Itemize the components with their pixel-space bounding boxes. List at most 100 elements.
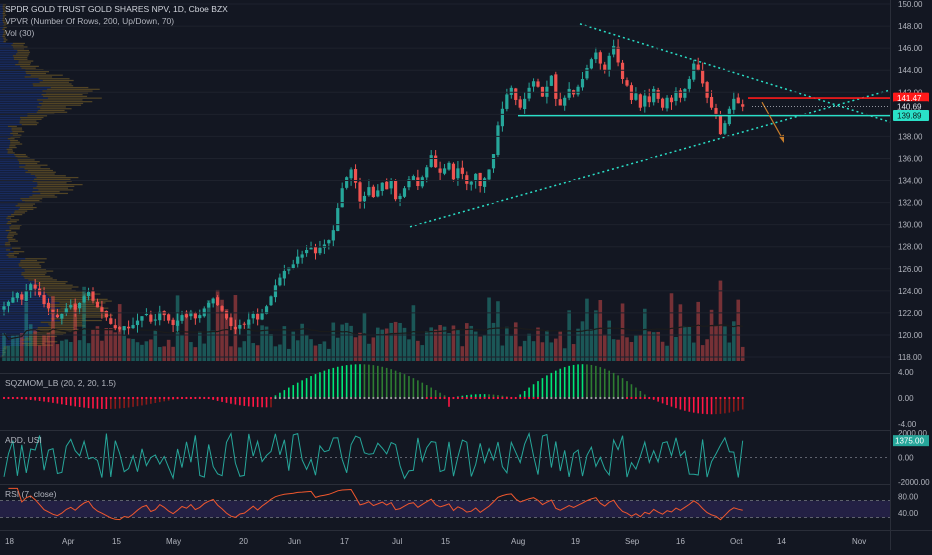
vpvr-row-up — [0, 35, 3, 37]
candle-body — [202, 308, 206, 317]
vpvr-row-down — [28, 279, 57, 281]
volume-bar — [171, 346, 175, 361]
vpvr-row-up — [0, 263, 19, 265]
candle-body — [518, 99, 522, 108]
sqzmom-dot — [443, 396, 446, 400]
volume-bar — [189, 342, 193, 361]
candle-body — [167, 314, 171, 321]
sqzmom-dot — [203, 396, 206, 400]
vpvr-row-down — [25, 71, 50, 73]
vpvr-row-up — [0, 37, 4, 39]
sqzmom-dot — [398, 396, 402, 400]
volume-bar — [438, 325, 442, 361]
volume-bar — [340, 324, 344, 361]
vpvr-row-down — [3, 346, 8, 348]
candle-body — [607, 55, 611, 71]
vpvr-row-up — [0, 265, 19, 267]
vpvr-row-up — [0, 168, 25, 170]
candle-body — [371, 186, 375, 198]
vpvr-row-up — [0, 95, 44, 97]
vpvr-row-down — [25, 164, 48, 166]
candle-body — [171, 319, 175, 326]
vpvr-row-up — [0, 21, 3, 23]
vpvr-row-up — [0, 314, 59, 316]
candle-body — [29, 284, 33, 291]
vpvr-row-down — [36, 111, 68, 113]
sqzmom-dot — [332, 396, 335, 400]
sqzmom-dot — [91, 396, 95, 400]
sqzmom-dot — [688, 396, 691, 400]
sqzmom-dot — [189, 396, 192, 400]
sqzmom-dot — [225, 396, 228, 400]
vpvr-row-down — [2, 35, 6, 37]
vpvr-row-up — [0, 152, 8, 154]
sqzmom-dot — [483, 396, 486, 400]
volume-bar — [73, 303, 77, 361]
volume-bar — [60, 340, 64, 361]
vpvr-row-up — [0, 138, 8, 140]
candle-body — [727, 108, 731, 125]
sqzmom-dot — [376, 396, 379, 400]
candle-body — [705, 82, 709, 98]
volume-legend[interactable]: Vol (30) — [5, 28, 34, 38]
sqzmom-dot — [394, 396, 397, 400]
sqzmom-dot — [194, 396, 197, 400]
vpvr-row-down — [5, 242, 10, 244]
add-legend[interactable]: ADD, USI — [5, 435, 42, 445]
vpvr-legend[interactable]: VPVR (Number Of Rows, 200, Up/Down, 70) — [5, 16, 174, 26]
sqzmom-dot — [305, 396, 308, 400]
candle-body — [100, 307, 104, 312]
vpvr-row-up — [0, 231, 10, 233]
volume-bar — [580, 321, 585, 361]
candle-body — [175, 320, 180, 326]
candle-body — [78, 302, 82, 309]
candle-body — [465, 175, 469, 184]
volume-bar — [180, 334, 184, 361]
chart-title[interactable]: SPDR GOLD TRUST GOLD SHARES NPV, 1D, Cbo… — [5, 4, 228, 14]
vpvr-row-down — [9, 145, 16, 147]
volume-bar — [55, 344, 60, 361]
vpvr-row-up — [0, 19, 3, 22]
volume-bar — [491, 322, 496, 361]
vpvr-row-up — [0, 122, 20, 124]
vpvr-row-down — [38, 102, 84, 105]
sqzmom-dot — [643, 396, 646, 400]
drawings[interactable] — [409, 23, 891, 228]
vpvr-row-down — [25, 171, 56, 173]
candle-body — [309, 247, 313, 250]
sqzmom-dot — [265, 396, 268, 400]
vpvr-row-down — [20, 259, 38, 262]
time-tick-label: 18 — [5, 537, 14, 546]
candle-body — [643, 95, 647, 107]
candle-body — [580, 79, 585, 88]
candle-body — [523, 98, 527, 110]
vpvr-row-up — [0, 48, 14, 50]
vpvr-row-up — [0, 353, 3, 355]
volume-bar — [460, 346, 465, 361]
vpvr-row-down — [6, 217, 12, 219]
vpvr-row-up — [0, 64, 16, 66]
sqzmom-dot — [131, 396, 135, 400]
vpvr-row-up — [0, 143, 11, 145]
sqzmom-dot — [536, 396, 540, 400]
vpvr-row-down — [2, 34, 6, 36]
rsi-legend[interactable]: RSI (7, close) — [5, 489, 57, 499]
vpvr-row-up — [0, 235, 8, 237]
candle-body — [260, 312, 264, 320]
vpvr-row-down — [7, 125, 17, 127]
sqzmom-dot — [563, 396, 566, 400]
sqzmom-dot — [532, 396, 535, 400]
vpvr-row-down — [51, 296, 91, 299]
sqzmom-legend[interactable]: SQZMOM_LB (20, 2, 20, 1.5) — [5, 378, 116, 388]
vpvr-row-down — [51, 298, 108, 300]
vpvr-row-up — [0, 305, 47, 308]
vpvr-row-down — [17, 203, 36, 205]
sqzmom-dot — [519, 396, 522, 400]
sqzmom-dot — [501, 396, 504, 400]
candle-body — [331, 230, 335, 241]
vpvr-row-down — [3, 41, 6, 43]
sqzmom-dot — [47, 396, 50, 400]
volume-bar — [295, 340, 300, 361]
volume-bar — [86, 343, 91, 361]
